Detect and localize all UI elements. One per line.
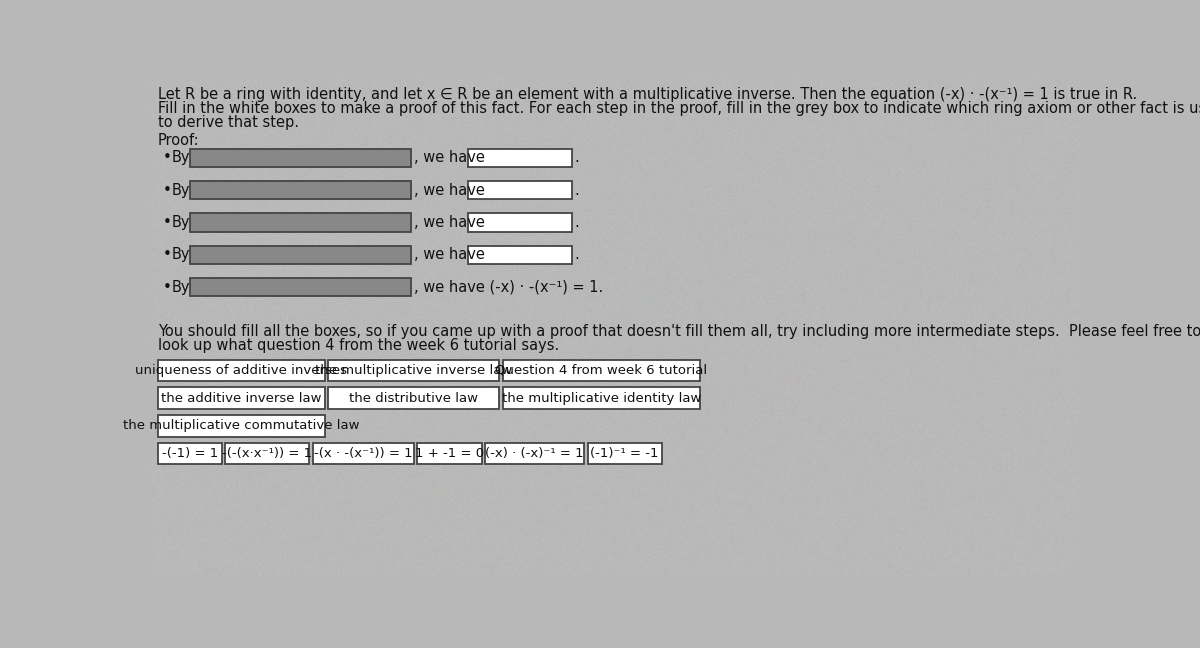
- FancyBboxPatch shape: [157, 415, 325, 437]
- Text: to derive that step.: to derive that step.: [157, 115, 299, 130]
- Text: -(-(x·x⁻¹)) = 1: -(-(x·x⁻¹)) = 1: [222, 447, 312, 460]
- FancyBboxPatch shape: [191, 148, 412, 167]
- FancyBboxPatch shape: [226, 443, 308, 465]
- FancyBboxPatch shape: [313, 443, 414, 465]
- Text: •: •: [162, 280, 172, 295]
- Text: .: .: [575, 183, 580, 198]
- FancyBboxPatch shape: [503, 388, 701, 409]
- Text: By: By: [172, 150, 190, 165]
- Text: By: By: [172, 215, 190, 230]
- FancyBboxPatch shape: [329, 388, 499, 409]
- FancyBboxPatch shape: [157, 388, 325, 409]
- FancyBboxPatch shape: [157, 443, 222, 465]
- Text: , we have (-x) · -(x⁻¹) = 1.: , we have (-x) · -(x⁻¹) = 1.: [414, 280, 604, 295]
- Text: •: •: [162, 248, 172, 262]
- Text: the multiplicative identity law: the multiplicative identity law: [502, 391, 701, 404]
- Text: , we have: , we have: [414, 183, 485, 198]
- Text: , we have: , we have: [414, 248, 485, 262]
- FancyBboxPatch shape: [418, 443, 481, 465]
- FancyBboxPatch shape: [329, 360, 499, 381]
- Text: •: •: [162, 150, 172, 165]
- Text: By: By: [172, 183, 190, 198]
- FancyBboxPatch shape: [468, 246, 572, 264]
- Text: the additive inverse law: the additive inverse law: [161, 391, 322, 404]
- Text: Fill in the white boxes to make a proof of this fact. For each step in the proof: Fill in the white boxes to make a proof …: [157, 101, 1200, 116]
- Text: the distributive law: the distributive law: [349, 391, 478, 404]
- FancyBboxPatch shape: [191, 246, 412, 264]
- Text: .: .: [575, 215, 580, 230]
- FancyBboxPatch shape: [485, 443, 584, 465]
- Text: 1 + -1 = 0: 1 + -1 = 0: [415, 447, 484, 460]
- Text: By: By: [172, 248, 190, 262]
- FancyBboxPatch shape: [157, 360, 325, 381]
- FancyBboxPatch shape: [191, 278, 412, 296]
- Text: , we have: , we have: [414, 150, 485, 165]
- Text: -(x · -(x⁻¹)) = 1: -(x · -(x⁻¹)) = 1: [314, 447, 413, 460]
- FancyBboxPatch shape: [468, 181, 572, 200]
- Text: (-1)⁻¹ = -1: (-1)⁻¹ = -1: [590, 447, 659, 460]
- Text: , we have: , we have: [414, 215, 485, 230]
- Text: the multiplicative inverse law: the multiplicative inverse law: [314, 364, 512, 377]
- FancyBboxPatch shape: [503, 360, 701, 381]
- Text: look up what question 4 from the week 6 tutorial says.: look up what question 4 from the week 6 …: [157, 338, 559, 353]
- Text: .: .: [575, 150, 580, 165]
- Text: You should fill all the boxes, so if you came up with a proof that doesn't fill : You should fill all the boxes, so if you…: [157, 324, 1200, 339]
- Text: the multiplicative commutative law: the multiplicative commutative law: [124, 419, 360, 432]
- Text: .: .: [575, 248, 580, 262]
- FancyBboxPatch shape: [468, 213, 572, 232]
- FancyBboxPatch shape: [588, 443, 661, 465]
- Text: •: •: [162, 215, 172, 230]
- FancyBboxPatch shape: [191, 181, 412, 200]
- FancyBboxPatch shape: [191, 213, 412, 232]
- Text: uniqueness of additive inverses: uniqueness of additive inverses: [136, 364, 348, 377]
- Text: By: By: [172, 280, 190, 295]
- Text: (-x) · (-x)⁻¹ = 1: (-x) · (-x)⁻¹ = 1: [485, 447, 583, 460]
- Text: -(-1) = 1: -(-1) = 1: [162, 447, 218, 460]
- Text: Let R be a ring with identity, and let x ∈ R be an element with a multiplicative: Let R be a ring with identity, and let x…: [157, 87, 1138, 102]
- Text: Question 4 from week 6 tutorial: Question 4 from week 6 tutorial: [496, 364, 708, 377]
- Text: Proof:: Proof:: [157, 133, 199, 148]
- FancyBboxPatch shape: [468, 148, 572, 167]
- Text: •: •: [162, 183, 172, 198]
